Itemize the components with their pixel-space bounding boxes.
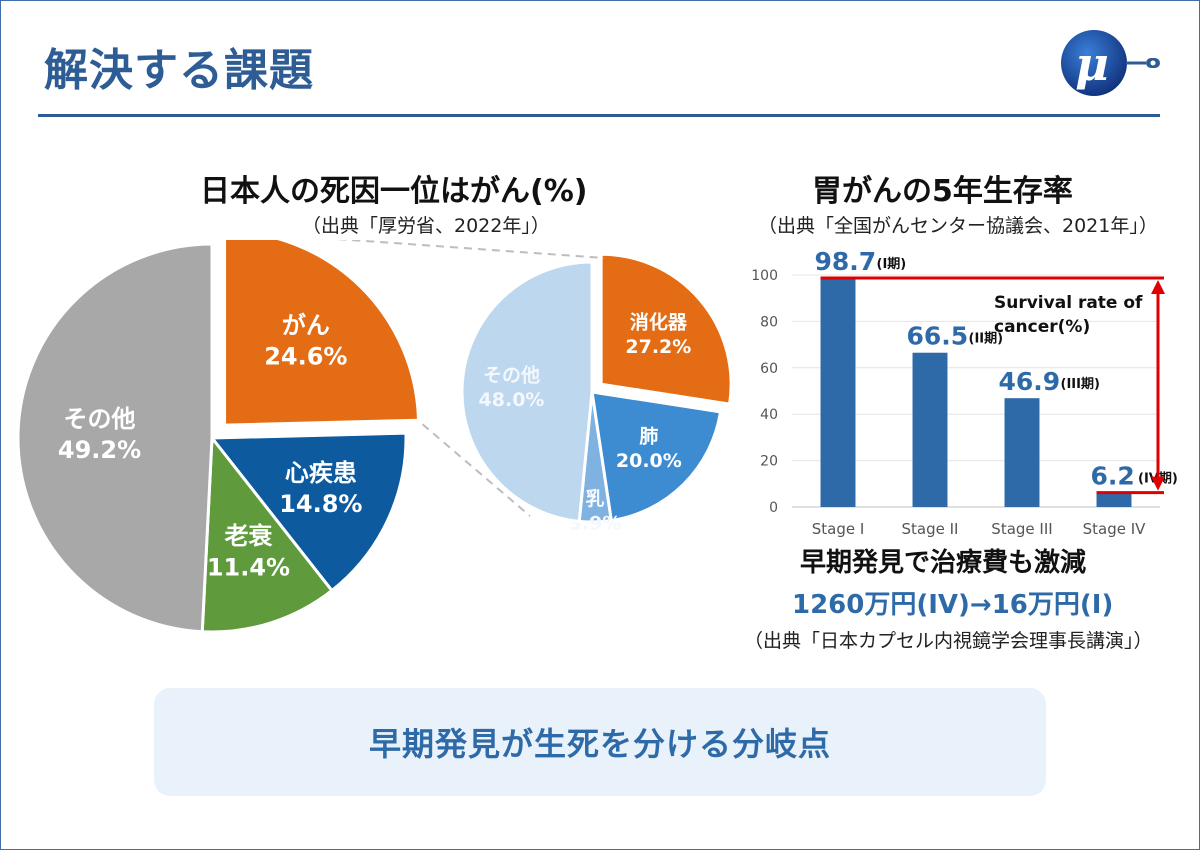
legend-text-line-1: cancer(%) <box>994 317 1090 337</box>
bar-value-2: 46.9 <box>999 367 1061 396</box>
pie-1-slice-1-name: 心疾患 <box>285 459 357 487</box>
y-tick-0: 0 <box>769 500 778 516</box>
bar-stage-i <box>820 278 856 507</box>
pie-2-slice-0 <box>599 252 733 406</box>
cost-title: 早期発見で治療費も激減 <box>800 548 1087 578</box>
pie-connector-top <box>337 240 605 259</box>
pie-1-slice-2-name: 老衰 <box>224 522 273 550</box>
pie-1-slice-0 <box>223 240 421 427</box>
x-tick-0: Stage I <box>812 520 865 538</box>
annotation-arrow-head-up <box>1151 280 1165 295</box>
pie-2: 消化器 27.2% 肺 20.0% 乳 3.9% その他 48.0% <box>460 252 733 535</box>
title-divider <box>38 114 1160 117</box>
pie-connector-bottom <box>421 423 531 517</box>
pie-1-slice-2 <box>200 433 334 634</box>
svg-text:μ: μ <box>1075 37 1109 91</box>
pie-1-slice-3-label: 49.2% <box>58 436 141 464</box>
bar-value-3: 6.2 <box>1091 462 1135 491</box>
pie-2-slice-1 <box>590 390 723 523</box>
death-cause-chart-title: 日本人の死因一位はがん(%) <box>200 174 588 209</box>
y-tick-20: 20 <box>760 454 778 470</box>
pie-2-slice-3 <box>460 260 594 524</box>
y-tick-100: 100 <box>751 268 778 284</box>
survival-chart-title: 胃がんの5年生存率 <box>812 174 1073 209</box>
x-tick-2: Stage III <box>991 520 1052 538</box>
conclusion-banner: 早期発見が生死を分ける分岐点 <box>154 688 1046 796</box>
pie-1-slice-2-label: 11.4% <box>207 553 290 581</box>
pie-1-slice-3 <box>16 242 214 634</box>
pie-2-slice-0-name: 消化器 <box>630 310 688 333</box>
y-tick-80: 80 <box>760 314 778 330</box>
pie-1-slice-1-label: 14.8% <box>279 490 362 518</box>
annotation-arrow-head-down <box>1151 476 1165 491</box>
legend-text-line-0: Survival rate of <box>994 293 1143 313</box>
pie-1-slice-0-name: がん <box>282 311 330 339</box>
y-tick-60: 60 <box>760 361 778 377</box>
conclusion-text: 早期発見が生死を分ける分岐点 <box>368 725 831 763</box>
pie-2-slice-0-label: 27.2% <box>625 336 691 358</box>
x-tick-1: Stage II <box>902 520 959 538</box>
cost-source: （出典「日本カプセル内視鏡学会理事長講演」） <box>744 630 1153 652</box>
pie-1-slice-1 <box>208 431 408 593</box>
mu-logo-icon: μ <box>1061 30 1160 96</box>
pie-1: がん 24.6% 心疾患 14.8%老衰 11.4% その他 49.2% <box>16 240 421 634</box>
pie-2-slice-2-name: 乳 <box>586 487 605 510</box>
pie-2-slice-2-label: 3.9% <box>569 513 622 535</box>
bar-stage-ii <box>912 352 948 507</box>
stage-tag-2: (III期) <box>1061 377 1100 392</box>
pie-2-slice-3-label: 48.0% <box>479 389 545 411</box>
page-title: 解決する課題 <box>44 45 314 96</box>
y-tick-40: 40 <box>760 407 778 423</box>
pie-charts: がん 24.6% 心疾患 14.8%老衰 11.4% その他 49.2% 消化器 27.2% 肺 2… <box>16 240 733 634</box>
x-tick-3: Stage IV <box>1083 520 1147 538</box>
pie-2-slice-1-name: 肺 <box>639 425 658 447</box>
bar-stage-iv <box>1096 492 1132 507</box>
pie-2-slice-1-label: 20.0% <box>616 450 682 472</box>
stage-tag-0: (I期) <box>877 257 907 272</box>
pie-1-slice-0-label: 24.6% <box>264 343 347 371</box>
death-cause-chart-source: （出典「厚労省、2022年」） <box>302 215 550 237</box>
bar-stage-iii <box>1004 398 1040 507</box>
survival-chart-source: （出典「全国がんセンター協議会、2021年」） <box>758 215 1158 237</box>
bar-value-1: 66.5 <box>907 322 969 351</box>
cost-value: 1260万円(IV)→16万円(I) <box>792 590 1114 620</box>
stage-tag-1: (II期) <box>969 332 1004 347</box>
pie-1-slice-3-name: その他 <box>64 405 136 433</box>
bar-value-0: 98.7 <box>815 250 877 276</box>
pie-2-slice-3-name: その他 <box>483 363 540 386</box>
